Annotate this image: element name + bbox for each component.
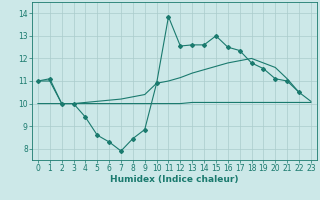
X-axis label: Humidex (Indice chaleur): Humidex (Indice chaleur) [110, 175, 239, 184]
